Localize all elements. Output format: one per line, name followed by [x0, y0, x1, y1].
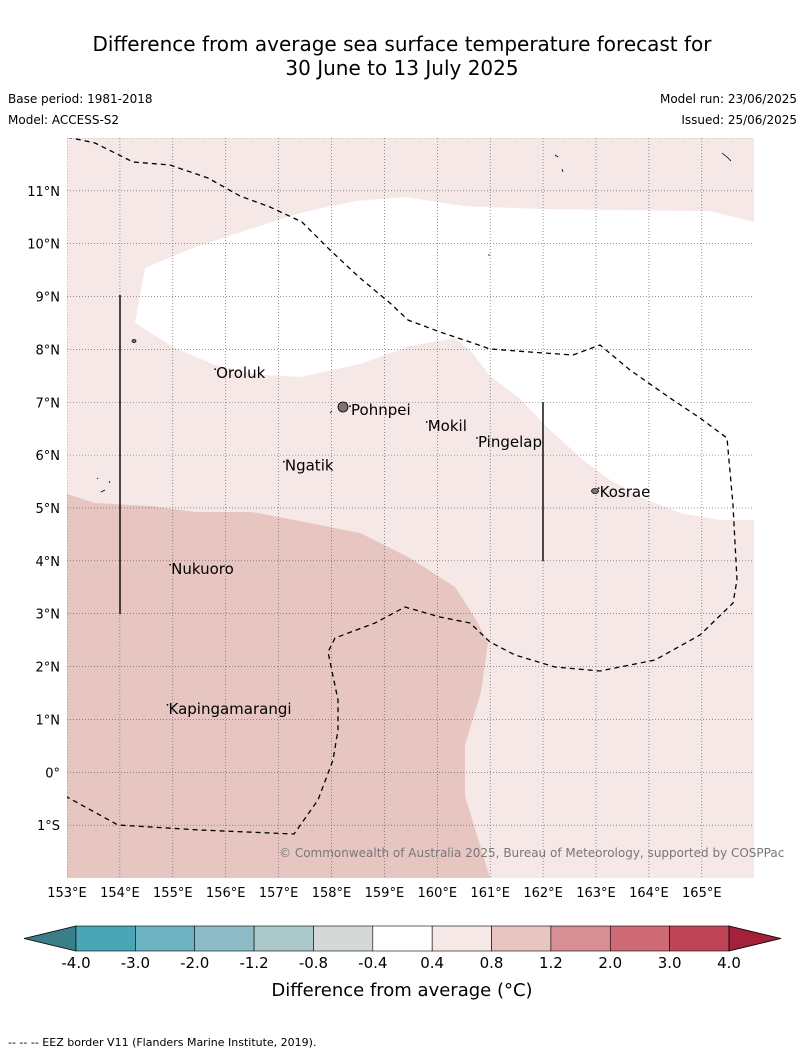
colorbar-segment	[135, 925, 196, 952]
model-run: Model run: 23/06/2025	[659, 92, 797, 106]
islands	[96, 152, 732, 494]
longitude-label: 155°E	[153, 886, 193, 901]
colorbar-segment	[75, 925, 136, 952]
longitude-label: 156°E	[206, 886, 246, 901]
longitude-label: 159°E	[365, 886, 405, 901]
longitude-label: 160°E	[418, 886, 458, 901]
colorbar-under-arrow	[23, 925, 77, 952]
base-period: Base period: 1981-2018	[8, 92, 153, 106]
atoll-marks	[96, 152, 732, 493]
map-title: Difference from average sea surface temp…	[0, 32, 804, 80]
colorbar-tick-label: -0.8	[299, 954, 328, 972]
place-label: Mokil	[428, 417, 467, 435]
place-marker	[597, 487, 600, 490]
place-marker	[476, 437, 478, 439]
latitude-label: 9°N	[36, 291, 61, 306]
longitude-label: 157°E	[259, 886, 299, 901]
latitude-label: 11°N	[27, 185, 60, 200]
longitude-label: 163°E	[576, 886, 616, 901]
latitude-label: 6°N	[36, 449, 61, 464]
place-marker	[214, 368, 217, 371]
map-plot-area: Oroluk Pohnpei Mokil Pingelap Ngatik Kosrae Nu…	[67, 138, 754, 878]
place-marker	[169, 563, 172, 566]
colorbar-segment	[313, 925, 374, 952]
neutral-region-white	[135, 197, 754, 520]
colorbar-tick-label: 3.0	[658, 954, 682, 972]
kosrae-island	[591, 488, 599, 494]
latitude-label: 4°N	[36, 555, 61, 570]
small-island	[131, 339, 137, 343]
colorbar-tick-label: -0.4	[358, 954, 387, 972]
longitude-label: 165°E	[682, 886, 722, 901]
place-marker	[349, 405, 351, 408]
colorbar-segment	[431, 925, 492, 952]
title-line-2: 30 June to 13 July 2025	[285, 56, 519, 80]
colorbar-segment	[194, 925, 255, 952]
colorbar-tick-label: 0.8	[480, 954, 504, 972]
colorbar-tick-label: -1.2	[239, 954, 268, 972]
longitude-label: 158°E	[312, 886, 352, 901]
place-marker	[282, 460, 285, 463]
pohnpei-island	[337, 401, 349, 413]
colorbar-segment	[609, 925, 670, 952]
longitude-label: 154°E	[100, 886, 140, 901]
place-label: Pohnpei	[351, 401, 411, 419]
longitude-label: 164°E	[629, 886, 669, 901]
place-label: Nukuoro	[171, 560, 234, 578]
title-line-1: Difference from average sea surface temp…	[92, 32, 712, 56]
colorbar-tick-label: 2.0	[598, 954, 622, 972]
latitude-label: 1°N	[36, 713, 61, 728]
colorbar-segment	[253, 925, 314, 952]
place-label: Kosrae	[600, 483, 651, 501]
colorbar-tick-label: -3.0	[121, 954, 150, 972]
anomaly-band-mid	[67, 494, 490, 878]
place-label: Kapingamarangi	[169, 700, 292, 718]
longitude-tick-labels: 153°E 154°E 155°E 156°E 157°E 158°E 159°E 160°E…	[47, 886, 721, 901]
latitude-label: 7°N	[36, 396, 61, 411]
colorbar-tick-label: 4.0	[717, 954, 741, 972]
colorbar-tick-label: 1.2	[539, 954, 563, 972]
place-label: Pingelap	[478, 433, 542, 451]
map-figure: Oroluk Pohnpei Mokil Pingelap Ngatik Kosrae Nu…	[23, 138, 784, 972]
longitude-label: 162°E	[523, 886, 563, 901]
place-label: Ngatik	[285, 457, 334, 475]
latitude-label: 8°N	[36, 343, 61, 358]
copyright-notice: © Commonwealth of Australia 2025, Bureau…	[279, 846, 784, 860]
longitude-label: 161°E	[470, 886, 510, 901]
colorbar-tick-label: -2.0	[180, 954, 209, 972]
colorbar-tick-label: 0.4	[420, 954, 444, 972]
latitude-label: 2°N	[36, 661, 61, 676]
colorbar-tick-label: -4.0	[61, 954, 90, 972]
colorbar-segment	[491, 925, 552, 952]
model-name: Model: ACCESS-S2	[8, 113, 120, 127]
eez-borders	[67, 138, 738, 835]
colorbar: -4.0 -3.0 -2.0 -1.2 -0.8 -0.4 0.4 0.8 1.2 2.0 3.0 4…	[23, 925, 782, 972]
place-labels: Oroluk Pohnpei Mokil Pingelap Ngatik Kosrae Nu…	[166, 364, 651, 718]
issued-date: Issued: 25/06/2025	[681, 113, 797, 127]
longitude-label: 153°E	[47, 886, 87, 901]
graticule	[67, 138, 754, 878]
colorbar-over-arrow	[728, 925, 782, 952]
latitude-label: 5°N	[36, 502, 61, 517]
eez-footnote: -- -- -- EEZ border V11 (Flanders Marine…	[8, 1036, 317, 1049]
colorbar-segment	[372, 925, 433, 952]
latitude-label: 10°N	[27, 238, 60, 253]
place-label: Oroluk	[216, 364, 265, 382]
colorbar-segment	[669, 925, 730, 952]
latitude-label: 3°N	[36, 608, 61, 623]
latitude-tick-labels: 1°S 0° 1°N 2°N 3°N 4°N 5°N 6°N 7°N 8°N 9°N 10°N 11°N	[27, 185, 60, 834]
place-marker	[425, 421, 428, 423]
latitude-label: 1°S	[37, 819, 60, 834]
place-marker	[166, 703, 169, 706]
latitude-label: 0°	[45, 766, 60, 781]
colorbar-segment	[550, 925, 611, 952]
colorbar-label: Difference from average (°C)	[271, 980, 533, 1001]
